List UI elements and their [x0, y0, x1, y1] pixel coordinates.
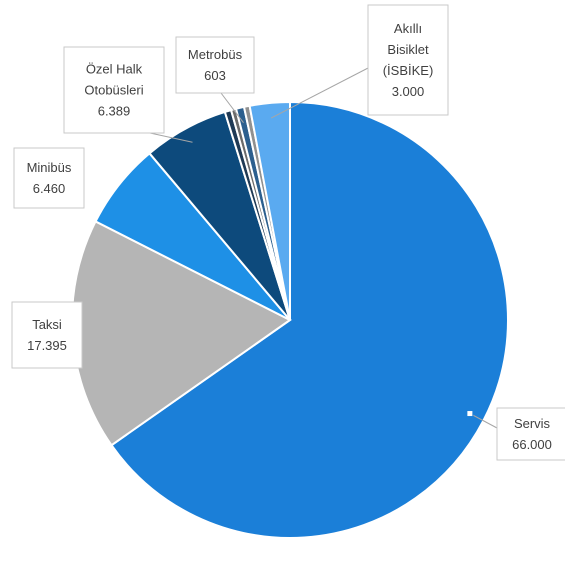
- pie-slice-8: [248, 100, 291, 321]
- callout-2: Minibüs 6.460: [13, 147, 85, 209]
- callout-label-6-line-1: 603: [204, 68, 226, 83]
- leader-line-3: [149, 132, 193, 143]
- callout-label-2-line-0: Minibüs: [27, 160, 72, 175]
- leader-marker-0: [466, 410, 474, 418]
- callout-3: Özel Halk Otobüsleri 6.389: [63, 46, 193, 143]
- callout-6: Metrobüs 603: [175, 36, 255, 124]
- leader-line-8: [270, 66, 371, 119]
- callout-label-3-line-1: Otobüsleri: [84, 83, 143, 98]
- callout-8: Akıllı Bisiklet (İSBİKE) 3.000: [270, 4, 449, 119]
- callout-box-0: [496, 407, 565, 461]
- callout-box-3: [63, 46, 165, 134]
- callout-box-6: [175, 36, 255, 94]
- callout-label-6-line-0: Metrobüs: [188, 47, 243, 62]
- callout-label-1-line-1: 17.395: [27, 338, 67, 353]
- callout-label-0-line-1: 66.000: [512, 437, 552, 452]
- pie-slices: [71, 100, 509, 539]
- callout-box-8: [367, 4, 449, 116]
- callout-label-3-line-0: Özel Halk: [86, 62, 143, 77]
- callout-label-2-line-1: 6.460: [33, 181, 66, 196]
- callout-label-8-line-0: Akıllı: [394, 21, 422, 36]
- callout-label-0-line-0: Servis: [514, 416, 551, 431]
- callout-label-8-line-1: Bisiklet: [387, 42, 429, 57]
- callout-0: Servis 66.000: [466, 407, 565, 461]
- callout-label-8-line-3: 3.000: [392, 84, 425, 99]
- callout-label-8-line-2: (İSBİKE): [383, 63, 434, 78]
- callout-1: Taksi 17.395: [11, 301, 83, 369]
- callout-label-1-line-0: Taksi: [32, 317, 62, 332]
- callout-box-2: [13, 147, 85, 209]
- leader-line-6: [220, 92, 244, 124]
- callout-label-3-line-2: 6.389: [98, 104, 131, 119]
- callout-box-1: [11, 301, 83, 369]
- pie-callouts: Servis 66.000 Taksi 17.395 Minibüs 6.460 Özel …: [11, 4, 565, 461]
- leader-line-0: [469, 413, 498, 429]
